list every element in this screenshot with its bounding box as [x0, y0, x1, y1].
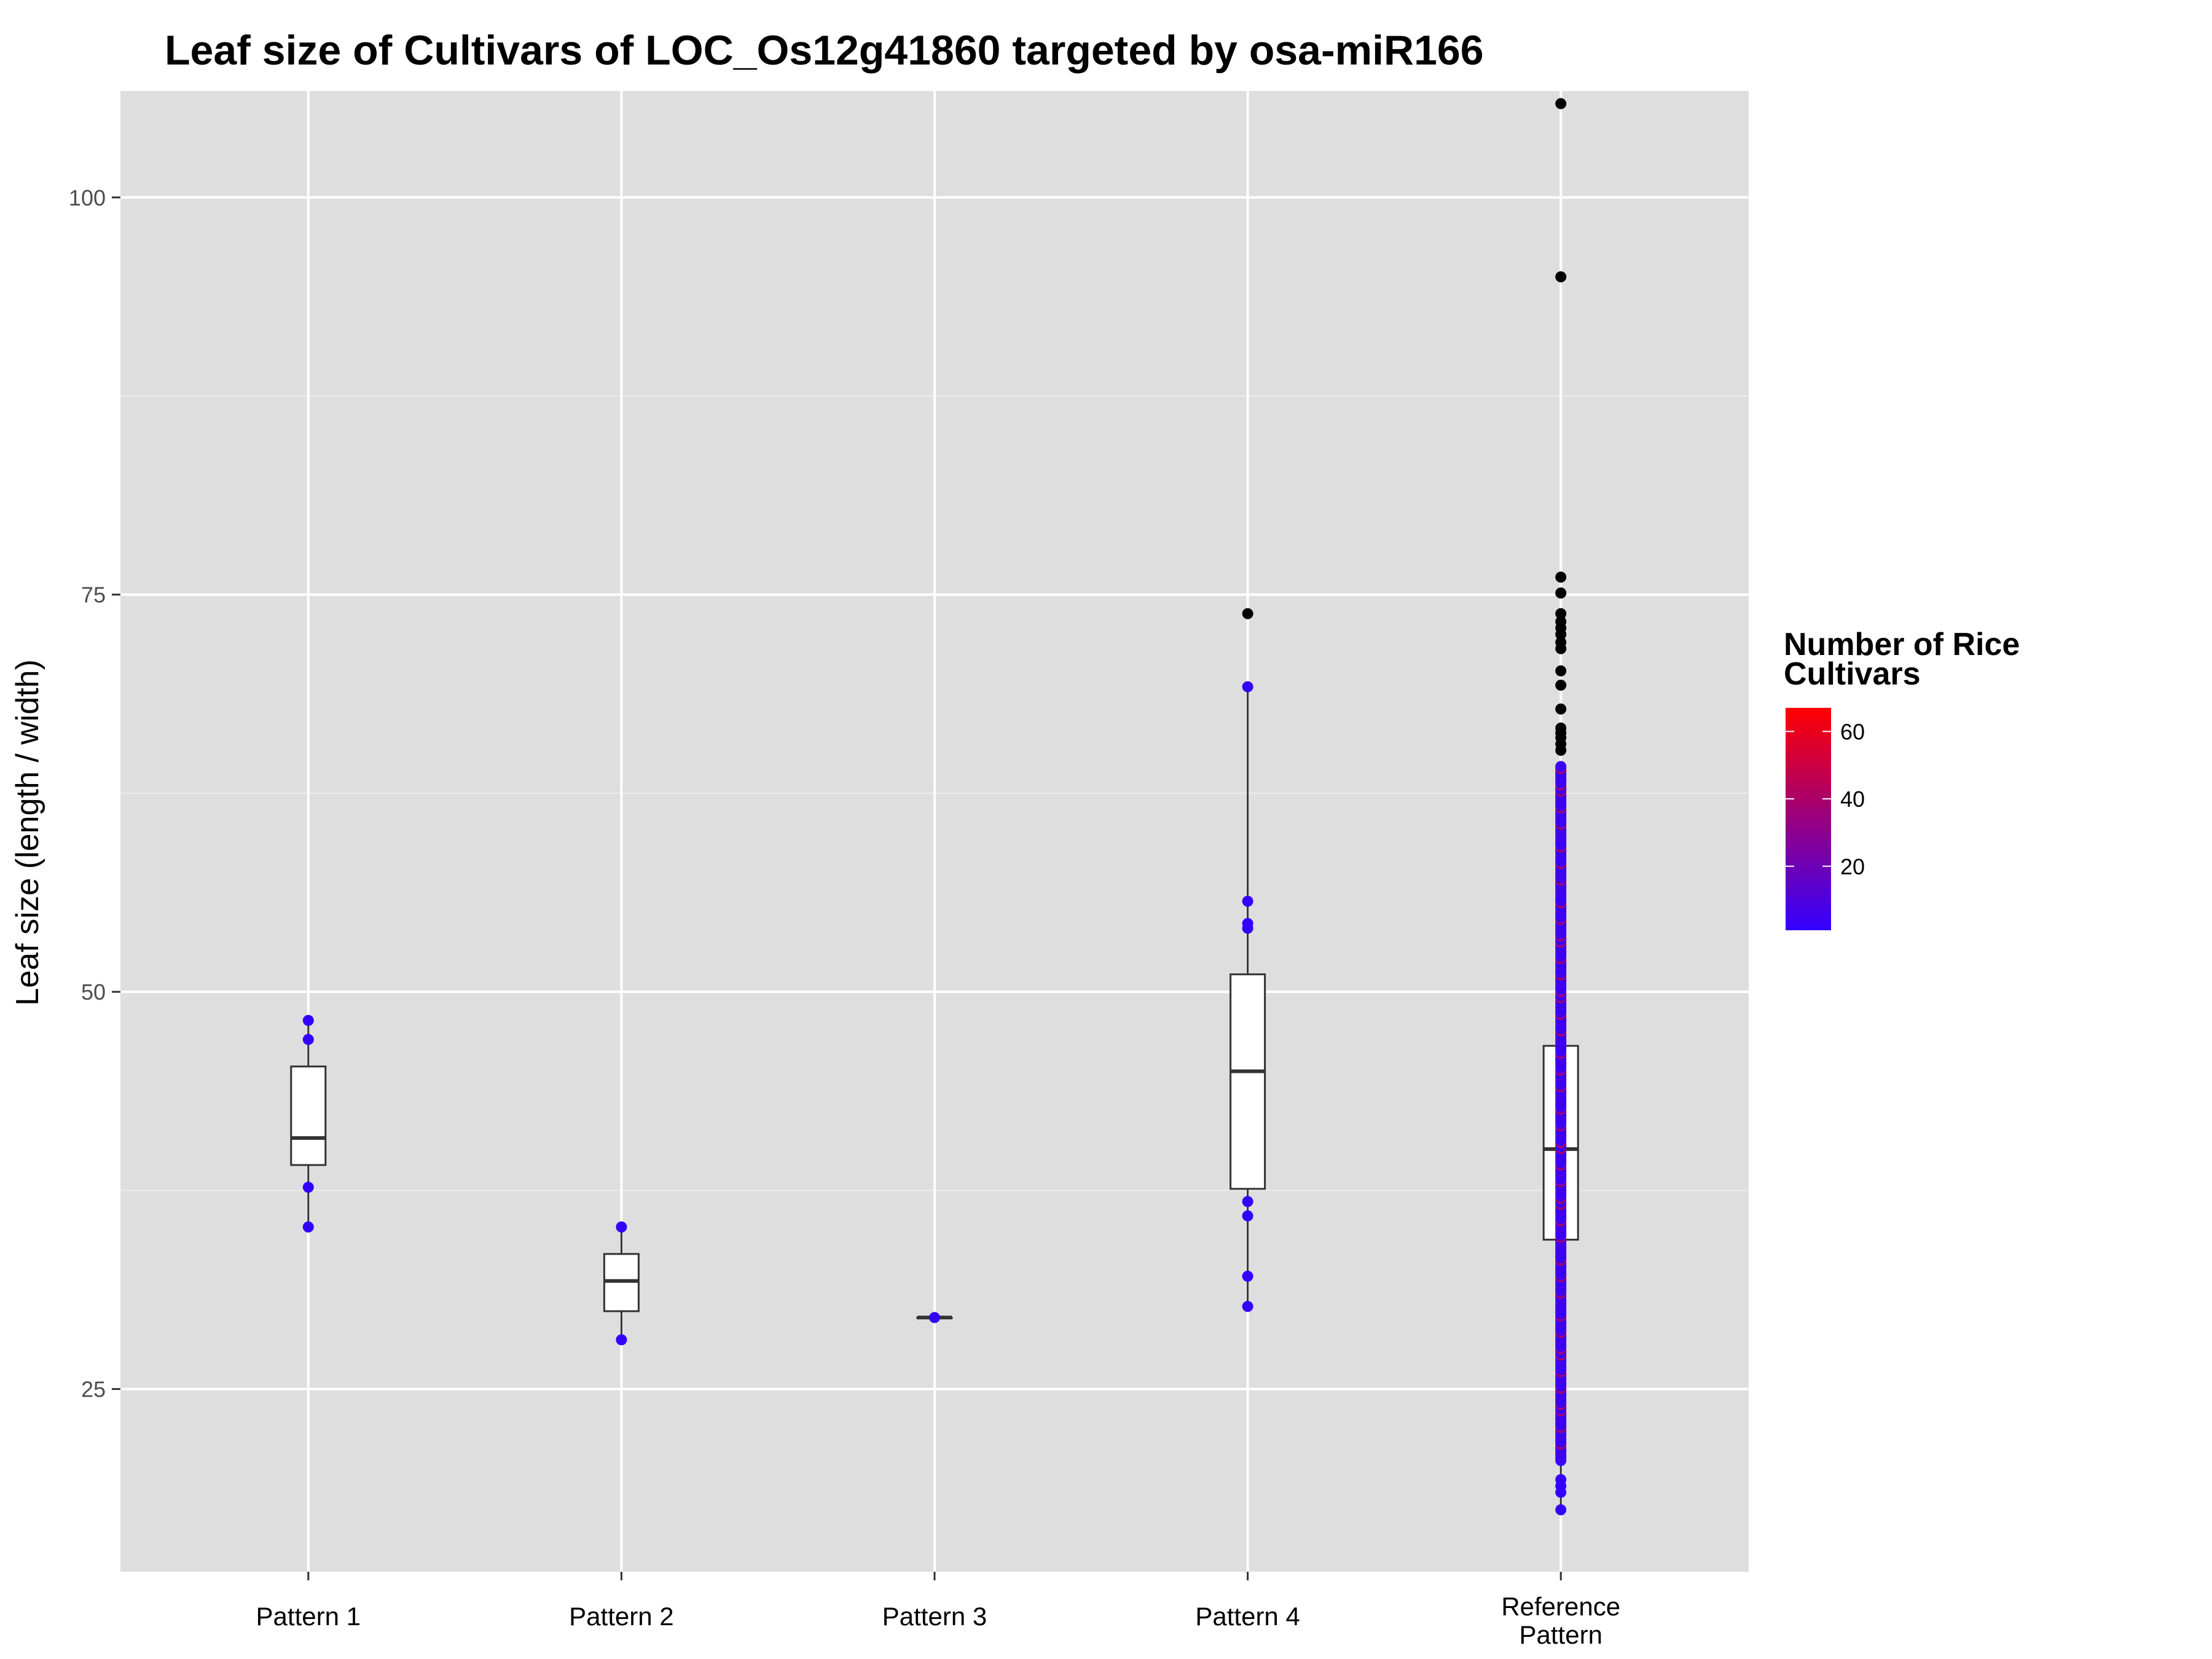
data-point — [1555, 761, 1567, 772]
outlier-point — [1555, 629, 1567, 640]
chart-title: Leaf size of Cultivars of LOC_Os12g41860… — [165, 27, 1484, 74]
y-tick-label: 25 — [81, 1377, 106, 1402]
legend-tick-label: 40 — [1840, 786, 1865, 812]
outlier-point — [1242, 608, 1253, 619]
legend-ticks: 20 40 60 — [1786, 719, 1865, 879]
x-tick-label: Pattern 2 — [569, 1602, 673, 1631]
data-point — [616, 1334, 627, 1346]
data-point — [1242, 681, 1253, 692]
x-tick-label: Reference — [1501, 1592, 1620, 1621]
y-axis: 25 50 75 100 — [69, 185, 120, 1402]
data-point — [616, 1221, 627, 1233]
data-points — [302, 681, 1567, 1516]
legend-title-line2: Cultivars — [1784, 656, 1921, 692]
data-point — [929, 1312, 940, 1324]
box-iqr — [1230, 973, 1266, 1190]
data-point — [1242, 1271, 1253, 1282]
legend-tick-label: 20 — [1840, 854, 1865, 879]
y-tick-label: 100 — [69, 185, 106, 210]
outlier-point — [1555, 680, 1567, 691]
data-point — [1555, 1504, 1567, 1516]
x-tick-label: Pattern 3 — [882, 1602, 987, 1631]
outlier-point — [1555, 587, 1567, 599]
boxplot-pattern-2 — [603, 1226, 640, 1340]
data-point — [1242, 1210, 1253, 1222]
outlier-point — [1555, 703, 1567, 715]
y-axis-label: Leaf size (length / width) — [10, 659, 45, 1006]
legend-colorbar — [1786, 708, 1831, 930]
outlier-point — [1555, 571, 1567, 583]
data-point — [302, 1221, 314, 1233]
outlier-point — [1555, 98, 1567, 109]
data-point — [1242, 895, 1253, 907]
outlier-point — [1555, 745, 1567, 756]
legend-title: Number of Rice — [1784, 627, 2020, 662]
x-tick-label: Pattern — [1520, 1620, 1602, 1649]
outlier-point — [1555, 665, 1567, 677]
outlier-point — [1555, 271, 1567, 283]
box-iqr — [290, 1065, 327, 1166]
y-tick-label: 50 — [81, 979, 106, 1005]
y-tick-label: 75 — [81, 582, 106, 608]
data-point — [302, 1182, 314, 1193]
data-point — [302, 1033, 314, 1045]
data-point — [302, 1014, 314, 1026]
data-point — [1242, 1301, 1253, 1312]
outlier-point — [1555, 608, 1567, 619]
outlier-point — [1555, 643, 1567, 654]
boxplot-pattern-4 — [1230, 686, 1266, 1307]
data-point — [1555, 1486, 1567, 1498]
outlier-points — [1242, 98, 1567, 756]
data-point — [1242, 1196, 1253, 1207]
legend: Number of Rice Cultivars 20 40 60 — [1784, 627, 2020, 930]
data-point — [1242, 922, 1253, 934]
x-axis: Pattern 1 Pattern 2 Pattern 3 Pattern 4 Refe… — [256, 1572, 1620, 1649]
x-tick-label: Pattern 4 — [1195, 1602, 1300, 1631]
x-tick-label: Pattern 1 — [256, 1602, 361, 1631]
legend-tick-label: 60 — [1840, 719, 1865, 744]
